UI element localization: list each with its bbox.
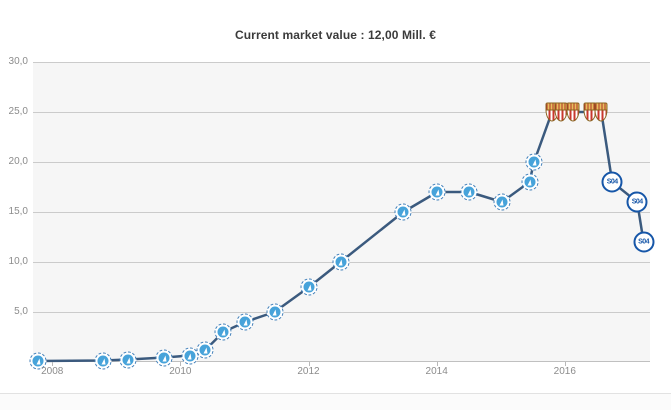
sail-glyph [221, 329, 226, 336]
club-badge-s04-icon[interactable]: S04 [601, 171, 623, 193]
sail-glyph [162, 355, 167, 361]
club-badge-lightblue-icon[interactable] [94, 352, 112, 369]
chart-title: Current market value : 12,00 Mill. € [234, 28, 436, 42]
x-tick-label: 2016 [553, 366, 576, 377]
sail-glyph [338, 259, 343, 266]
x-tick-mark [564, 362, 566, 366]
badge-inner-circle [32, 355, 44, 367]
y-tick-label: 15,0 [8, 206, 28, 217]
footer-divider [0, 393, 671, 394]
club-badge-lightblue-icon[interactable] [119, 351, 137, 368]
club-badge-lightblue-icon[interactable] [29, 352, 47, 370]
sail-glyph [187, 353, 192, 359]
club-badge-lightblue-icon[interactable] [521, 173, 539, 191]
club-badge-redwhite-icon[interactable] [566, 102, 580, 122]
club-badge-lightblue-icon[interactable] [428, 183, 446, 201]
sail-glyph [243, 319, 248, 326]
x-tick-mark [308, 362, 310, 366]
badge-inner-circle [463, 186, 475, 198]
badge-inner-circle [217, 326, 229, 338]
plot-area: S04 S04 S04 [29, 62, 655, 370]
club-badge-lightblue-icon[interactable] [460, 183, 478, 201]
club-badge-lightblue-icon[interactable] [266, 303, 284, 321]
x-tick-mark [436, 362, 438, 366]
sail-glyph [499, 199, 504, 206]
badge-inner-circle [524, 176, 536, 188]
badge-inner-circle [335, 256, 347, 268]
shield-crest-band [555, 103, 567, 111]
sail-glyph [126, 357, 131, 363]
badge-inner-circle [397, 206, 409, 218]
club-badge-lightblue-icon[interactable] [493, 193, 511, 211]
x-tick-label: 2008 [41, 366, 64, 377]
shield-crest-band [546, 103, 558, 111]
y-tick-label: 20,0 [8, 156, 28, 167]
x-tick-label: 2014 [425, 366, 448, 377]
x-axis-line [33, 361, 650, 362]
sail-glyph [203, 347, 208, 354]
sail-glyph [36, 358, 41, 365]
y-tick-label: 5,0 [14, 306, 28, 317]
badge-inner-circle [303, 281, 315, 293]
sail-glyph [401, 209, 406, 216]
sail-glyph [532, 159, 537, 166]
gridline [33, 112, 650, 113]
club-badge-lightblue-icon[interactable] [332, 253, 350, 271]
badge-inner-circle [431, 186, 443, 198]
sail-glyph [307, 284, 312, 291]
club-badge-lightblue-icon[interactable] [394, 203, 412, 221]
sail-glyph [467, 189, 472, 196]
shield-crest-band [595, 103, 607, 111]
sail-glyph [101, 358, 106, 364]
club-badge-lightblue-icon[interactable] [300, 278, 318, 296]
club-badge-redwhite-icon[interactable] [583, 102, 597, 122]
x-tick-label: 2010 [169, 366, 192, 377]
badge-inner-circle [269, 306, 281, 318]
club-badge-lightblue-icon[interactable] [155, 349, 173, 366]
shield-crest-band [567, 103, 579, 111]
gridline [33, 312, 650, 313]
badge-inner-circle [122, 354, 134, 365]
x-tick-mark [52, 362, 54, 366]
sail-glyph [435, 189, 440, 196]
y-tick-label: 10,0 [8, 256, 28, 267]
x-tick-label: 2012 [297, 366, 320, 377]
club-badge-redwhite-icon[interactable] [594, 102, 608, 122]
club-badge-lightblue-icon[interactable] [196, 341, 214, 359]
badge-inner-circle [496, 196, 508, 208]
badge-inner-circle [239, 316, 251, 328]
gridline [33, 62, 650, 63]
club-badge-s04-icon[interactable]: S04 [633, 231, 655, 253]
x-tick-mark [180, 362, 182, 366]
club-badge-s04-icon[interactable]: S04 [626, 191, 648, 213]
badge-inner-circle [528, 156, 540, 168]
badge-inner-circle [158, 352, 170, 363]
sail-glyph [527, 179, 532, 186]
value-polyline [36, 110, 645, 363]
gridline [33, 212, 650, 213]
sail-glyph [272, 309, 277, 316]
badge-inner-circle [97, 355, 109, 366]
y-tick-label: 25,0 [8, 106, 28, 117]
club-badge-lightblue-icon[interactable] [214, 323, 232, 341]
badge-inner-circle [199, 344, 211, 356]
badge-inner-circle [184, 350, 196, 361]
club-badge-lightblue-icon[interactable] [236, 313, 254, 331]
shield-crest-band [584, 103, 596, 111]
footer-strip [0, 394, 671, 410]
y-tick-label: 30,0 [8, 56, 28, 67]
club-badge-lightblue-icon[interactable] [525, 153, 543, 171]
gridline [33, 162, 650, 163]
